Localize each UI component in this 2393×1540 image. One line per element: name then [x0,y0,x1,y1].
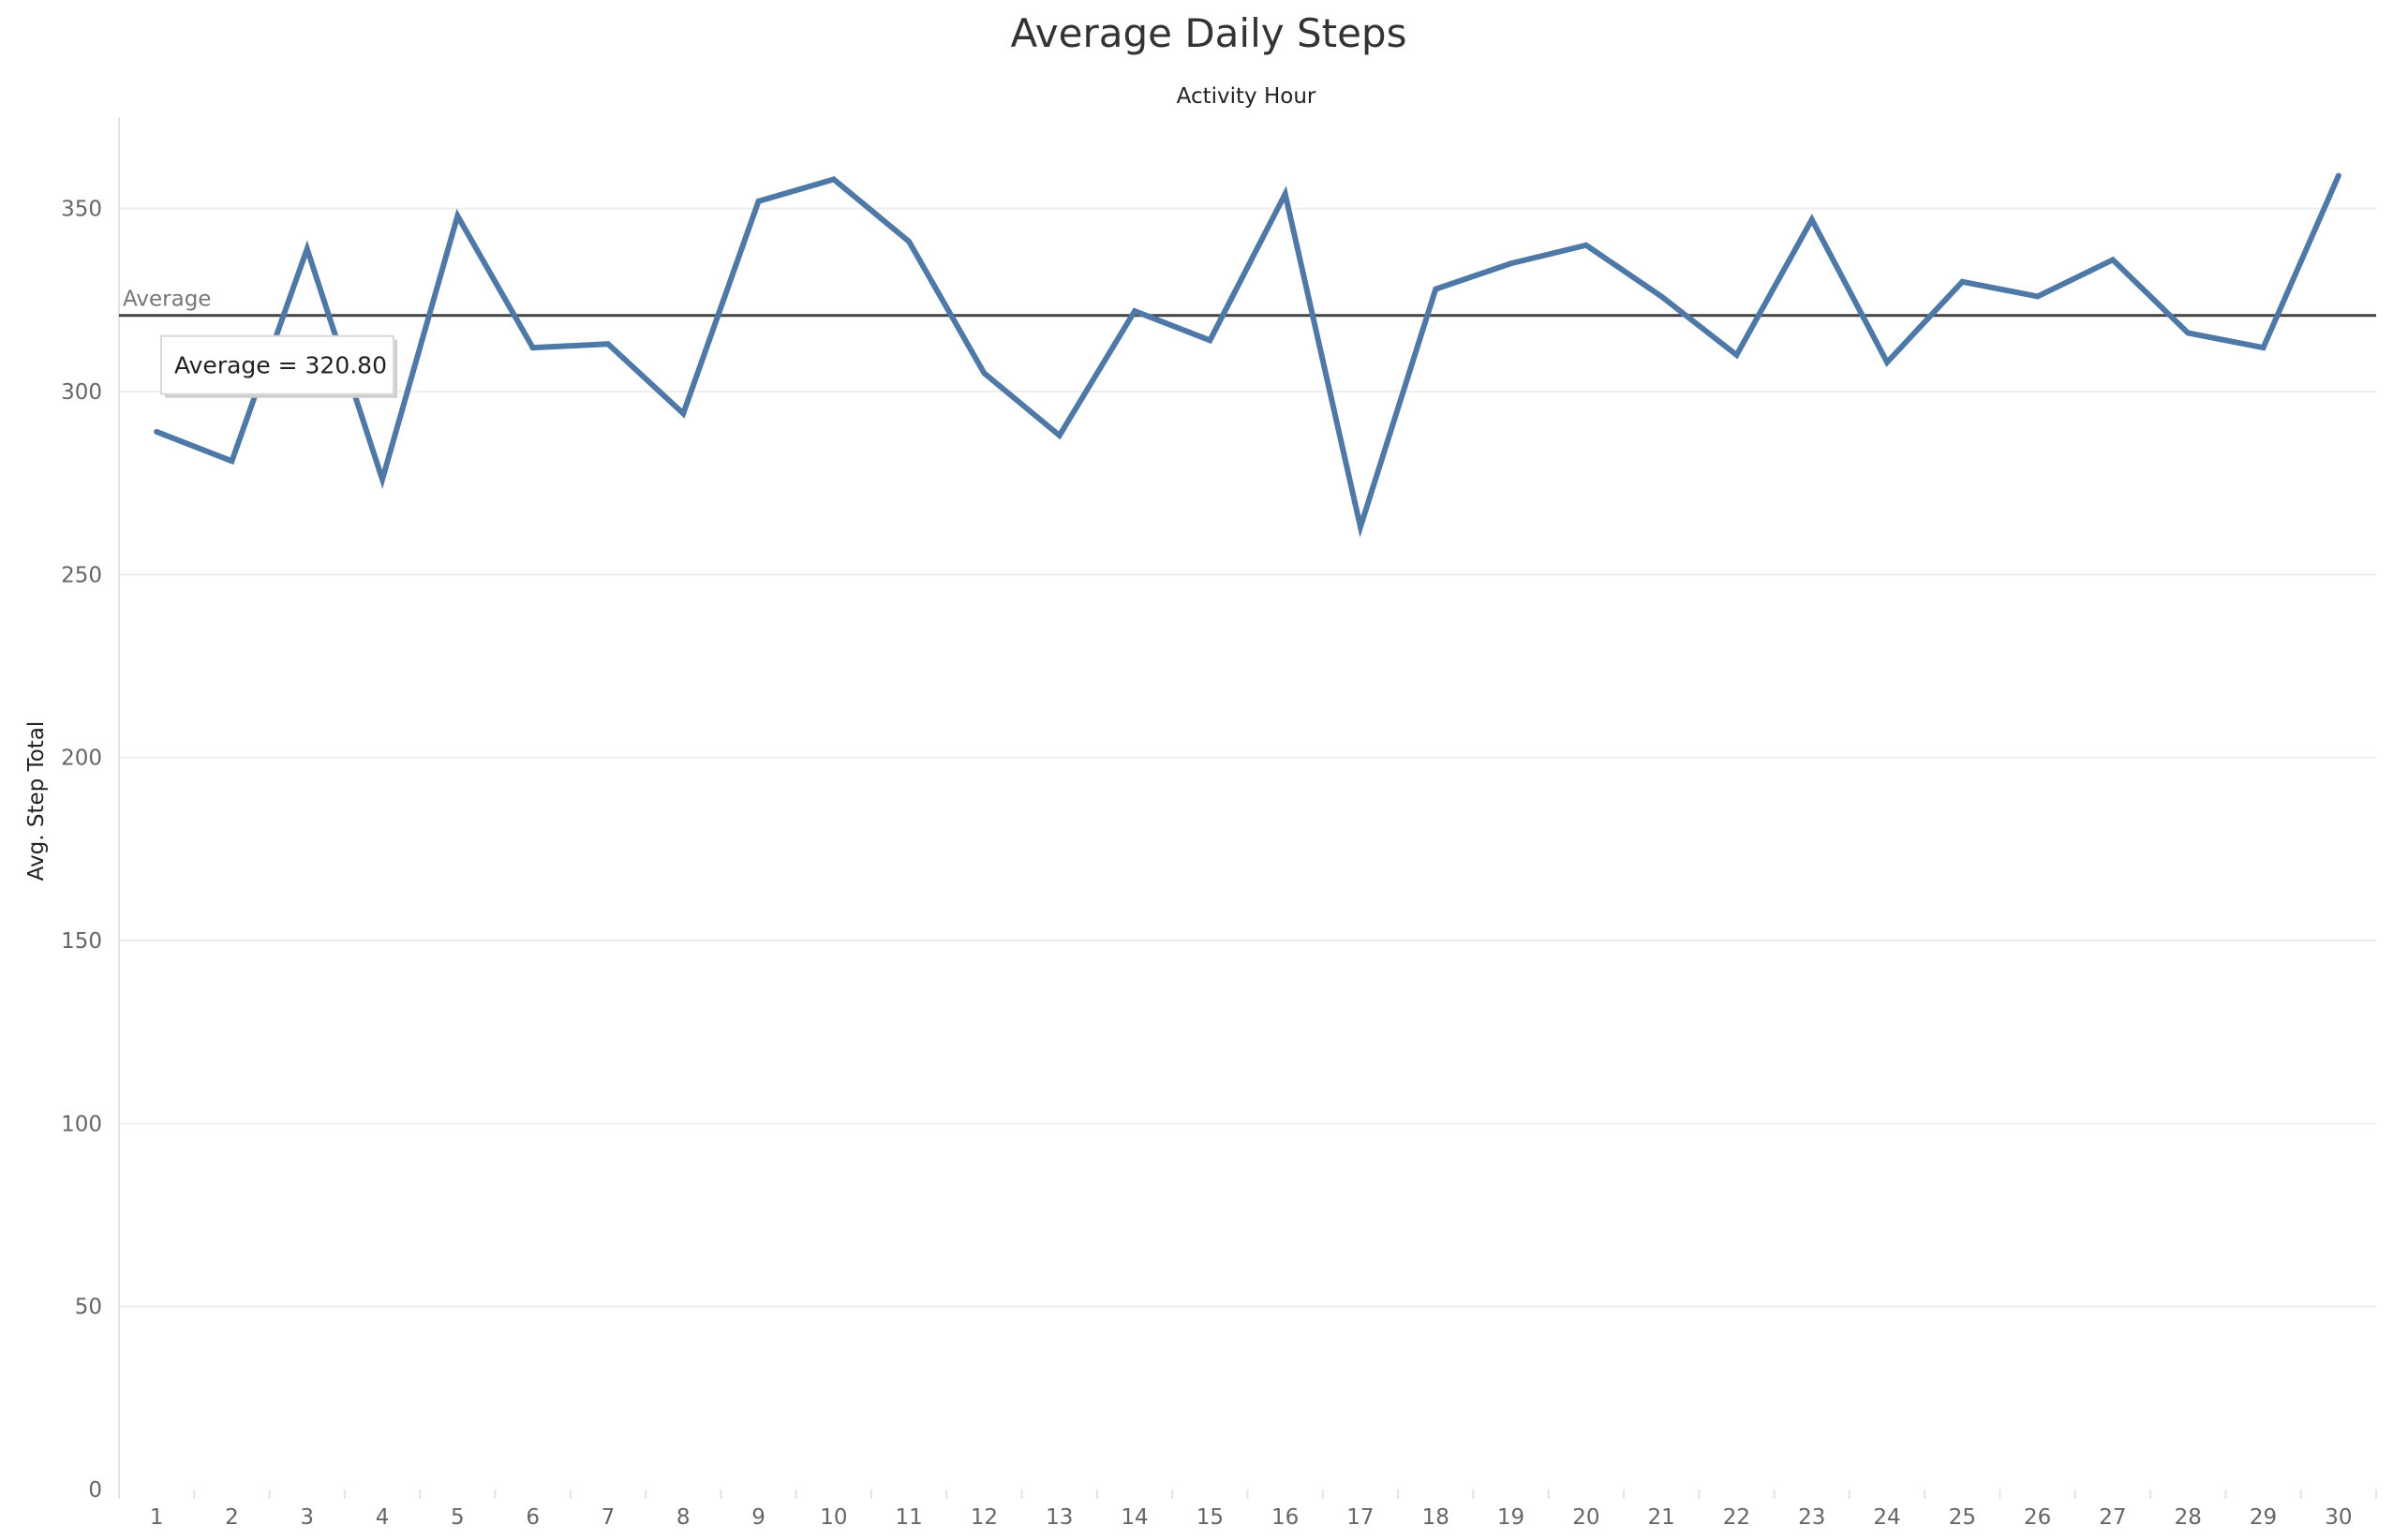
x-tick-label: 7 [602,1505,616,1530]
x-tick-label: 24 [1873,1505,1900,1530]
x-tick-label: 9 [751,1505,765,1530]
average-tooltip: Average = 320.80 [160,334,397,398]
x-tick-label: 22 [1723,1505,1750,1530]
x-tick-label: 28 [2175,1505,2202,1530]
tooltip-box [160,334,394,395]
x-tick-label: 1 [150,1505,164,1530]
x-tick-label: 17 [1346,1505,1374,1530]
x-tick-label: 16 [1271,1505,1299,1530]
x-tick-label: 19 [1497,1505,1524,1530]
x-tick-label: 15 [1196,1505,1224,1530]
x-tick-label: 23 [1798,1505,1825,1530]
y-tick-label: 150 [61,929,102,954]
chart-title: Average Daily Steps [1011,10,1407,56]
x-tick-label: 4 [376,1505,390,1530]
x-tick-label: 20 [1572,1505,1599,1530]
y-tick-label: 200 [61,747,102,771]
gridlines [119,207,2376,1308]
x-tick-labels: 1 2 3 4 5 6 7 8 9 10 11 12 13 14 15 16 17 18 19 20 21 22 23 24 2… [150,1505,2353,1530]
x-tick-label: 12 [971,1505,998,1530]
series-layer [154,172,2341,539]
series-line[interactable] [154,172,2341,539]
x-tick-label: 2 [225,1505,239,1530]
x-tick-label: 26 [2024,1505,2051,1530]
average-reference-label: Average [123,288,211,312]
x-tick-label: 8 [676,1505,691,1530]
x-tick-label: 11 [896,1505,923,1530]
x-tick-label: 13 [1046,1505,1073,1530]
tooltip-text: Average = 320.80 [174,352,387,379]
y-tick-label: 50 [75,1296,102,1320]
x-tick-label: 30 [2325,1505,2352,1530]
axes [118,117,2377,1499]
x-tick-label: 27 [2099,1505,2126,1530]
x-tick-label: 18 [1422,1505,1449,1530]
x-tick-label: 6 [526,1505,540,1530]
y-tick-label: 0 [88,1478,102,1503]
x-tick-label: 21 [1648,1505,1675,1530]
x-tick-label: 14 [1121,1505,1148,1530]
x-axis-title: Activity Hour [1177,84,1316,109]
y-tick-labels: 0 50 100 150 200 250 300 350 [61,198,102,1503]
x-tick-label: 3 [300,1505,314,1530]
y-tick-label: 250 [61,563,102,587]
reference-line-group: Average [119,288,2376,318]
y-tick-label: 300 [61,380,102,405]
x-tick-label: 5 [451,1505,465,1530]
y-axis-title: Avg. Step Total [24,721,49,881]
x-tick-label: 29 [2250,1505,2277,1530]
x-tick-label: 10 [820,1505,847,1530]
y-tick-label: 350 [61,198,102,222]
x-tick-label: 25 [1949,1505,1976,1530]
y-tick-label: 100 [61,1112,102,1136]
